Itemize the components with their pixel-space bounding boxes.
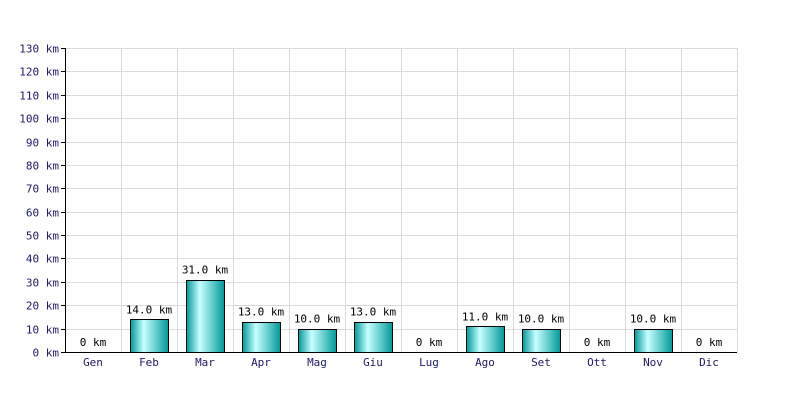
data-label: 11.0 km xyxy=(462,310,509,323)
data-label: 10.0 km xyxy=(518,313,565,326)
labels: 0 km 10 km 20 km 30 km 40 km 50 km 60 km 70 km 8… xyxy=(19,43,722,370)
x-tick-label: Ago xyxy=(475,356,495,369)
data-label: 0 km xyxy=(696,336,723,349)
grid xyxy=(65,48,738,352)
bar-giu xyxy=(354,322,393,353)
y-tick-label: 10 km xyxy=(26,324,59,337)
x-tick-label: Ott xyxy=(587,356,607,369)
data-label: 0 km xyxy=(584,336,611,349)
bar-nov xyxy=(634,329,673,353)
x-tick-label: Nov xyxy=(643,356,663,369)
x-tick-label: Feb xyxy=(139,356,159,369)
y-tick-label: 90 km xyxy=(26,137,59,150)
bar-feb xyxy=(130,319,169,353)
x-tick-label: Gen xyxy=(83,356,103,369)
data-label: 13.0 km xyxy=(350,306,397,319)
y-tick-label: 130 km xyxy=(19,43,59,56)
bar-apr xyxy=(242,322,281,353)
data-label: 10.0 km xyxy=(630,313,677,326)
bar-mag xyxy=(298,329,337,353)
y-tick-label: 30 km xyxy=(26,277,59,290)
bars xyxy=(130,280,673,353)
data-label: 10.0 km xyxy=(294,313,341,326)
y-tick-label: 100 km xyxy=(19,113,59,126)
x-tick-label: Dic xyxy=(699,356,719,369)
bar-ago xyxy=(466,326,505,353)
x-tick-label: Lug xyxy=(419,356,439,369)
y-tick-label: 40 km xyxy=(26,253,59,266)
y-tick-label: 50 km xyxy=(26,230,59,243)
x-tick-label: Set xyxy=(531,356,551,369)
data-label: 14.0 km xyxy=(126,303,173,316)
data-label: 31.0 km xyxy=(182,264,229,277)
y-tick-label: 120 km xyxy=(19,66,59,79)
y-tick-label: 0 km xyxy=(33,347,60,360)
y-tick-label: 60 km xyxy=(26,207,59,220)
data-label: 0 km xyxy=(416,336,443,349)
data-label: 13.0 km xyxy=(238,306,285,319)
bar-mar xyxy=(186,280,225,353)
x-tick-label: Giu xyxy=(363,356,383,369)
y-tick-label: 70 km xyxy=(26,183,59,196)
y-tick-label: 80 km xyxy=(26,160,59,173)
x-tick-label: Apr xyxy=(251,356,271,369)
x-tick-label: Mag xyxy=(307,356,327,369)
bar-set xyxy=(522,329,561,353)
axes xyxy=(61,48,737,353)
data-label: 0 km xyxy=(80,336,107,349)
x-tick-label: Mar xyxy=(195,356,215,369)
y-tick-label: 110 km xyxy=(19,90,59,103)
y-tick-label: 20 km xyxy=(26,300,59,313)
